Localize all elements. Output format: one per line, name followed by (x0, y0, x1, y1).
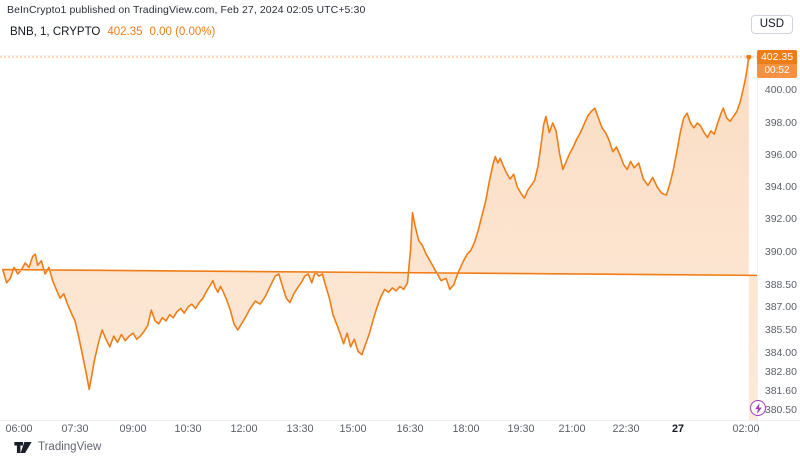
y-axis-tick: 398.00 (764, 117, 797, 129)
y-axis-tick: 381.60 (764, 385, 797, 397)
chart-plot[interactable] (0, 55, 757, 420)
x-axis-tick: 10:30 (174, 423, 202, 435)
price-axis-border (757, 55, 758, 437)
x-axis-tick: 09:00 (119, 423, 147, 435)
legend-change: 0.00 (0.00%) (149, 26, 216, 38)
legend-symbol-text: BNB, 1, CRYPTO (10, 26, 101, 38)
y-axis-tick: 382.80 (764, 366, 797, 378)
y-axis-tick: 384.00 (764, 347, 797, 359)
y-axis-tick: 392.00 (764, 213, 797, 225)
tv-logo-icon (14, 441, 32, 453)
x-axis-tick: 21:00 (558, 423, 586, 435)
y-axis-tick: 400.00 (764, 84, 797, 96)
current-price-dot (746, 55, 752, 60)
x-axis-tick: 13:30 (286, 423, 314, 435)
x-axis-tick: 18:00 (452, 423, 480, 435)
x-axis-tick: 22:30 (612, 423, 640, 435)
x-axis-tick: 15:00 (339, 423, 367, 435)
tradingview-logo[interactable]: TradingView (14, 441, 101, 453)
x-axis-tick: 16:30 (396, 423, 424, 435)
y-axis-tick: 385.50 (764, 324, 797, 336)
x-axis-tick: 12:00 (230, 423, 258, 435)
x-axis-tick: 27 (671, 423, 684, 435)
y-axis-tick: 380.50 (764, 404, 797, 416)
attribution-text: BeInCrypto1 published on TradingView.com… (7, 4, 366, 16)
y-axis-tick: 387.00 (764, 301, 797, 313)
x-axis-tick: 19:30 (507, 423, 535, 435)
x-axis-tick: 07:30 (61, 423, 89, 435)
y-axis-tick: 396.00 (764, 149, 797, 161)
tv-logo-text: TradingView (38, 441, 102, 453)
x-axis-tick: 06:00 (5, 423, 33, 435)
area-fill (2, 57, 757, 420)
instant-detail-button[interactable] (750, 400, 766, 416)
legend-last-price: 402.35 (107, 26, 143, 38)
x-axis-tick: 02:00 (732, 423, 760, 435)
price-label-countdown: 00:52 (757, 64, 797, 78)
price-area-series (0, 55, 757, 420)
currency-button[interactable]: USD (750, 15, 793, 34)
price-line (1, 56, 757, 391)
y-axis-tick: 394.00 (764, 181, 797, 193)
time-axis-border (0, 420, 800, 421)
current-price-label: 402.35 00:52 (757, 50, 797, 78)
y-axis-tick: 390.00 (764, 246, 797, 258)
symbol-legend: BNB, 1, CRYPTO 402.35 0.00 (0.00%) (10, 26, 215, 38)
header-divider (0, 55, 800, 56)
price-label-value: 402.35 (757, 50, 797, 64)
flash-icon (754, 402, 762, 414)
y-axis-tick: 388.50 (764, 279, 797, 291)
